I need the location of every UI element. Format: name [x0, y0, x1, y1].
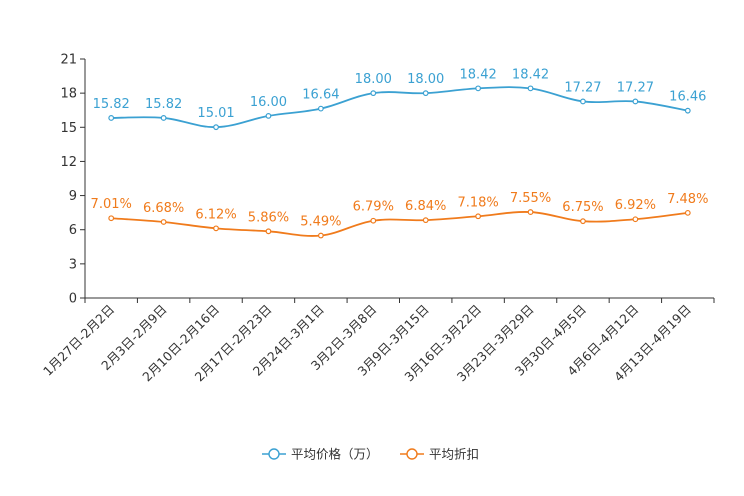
avg-price-point	[632, 98, 639, 105]
avg-discount-point	[580, 218, 586, 225]
avg-price-point	[317, 105, 324, 112]
avg-discount-point	[632, 216, 639, 223]
avg-discount-point	[370, 217, 377, 224]
avg-discount-point	[160, 219, 167, 225]
y-tick-label: 15	[60, 121, 77, 136]
y-tick-label: 18	[60, 87, 77, 102]
avg-discount-data-label: 6.79%	[353, 200, 394, 215]
avg-discount-point	[684, 209, 691, 216]
avg-discount-data-label: 7.01%	[91, 197, 132, 212]
avg-discount-point	[213, 225, 219, 232]
avg-discount-point	[422, 217, 429, 224]
avg-price-point	[160, 115, 167, 121]
legend-label: 平均价格（万）	[291, 447, 379, 462]
avg-discount-point	[317, 232, 324, 239]
legend-marker-icon	[406, 448, 418, 460]
avg-price-point	[580, 98, 586, 105]
avg-discount-data-label: 7.48%	[667, 192, 708, 207]
avg-discount-data-label: 6.92%	[615, 198, 656, 213]
avg-price-data-label: 15.01	[197, 106, 234, 121]
y-tick-label: 6	[69, 223, 77, 238]
avg-discount-data-label: 6.12%	[195, 207, 236, 222]
avg-price-data-label: 18.42	[460, 67, 497, 82]
legend[interactable]: 平均价格（万） 平均折扣	[262, 447, 479, 462]
avg-price-data-label: 15.82	[93, 97, 130, 112]
avg-discount-data-label: 5.86%	[248, 210, 289, 225]
avg-discount-data-label: 6.68%	[143, 201, 184, 216]
avg-price-data-label: 15.82	[145, 97, 182, 112]
avg-price-data-label: 16.00	[250, 95, 287, 110]
avg-discount-point	[265, 228, 272, 235]
avg-discount-line	[111, 211, 688, 237]
y-tick-label: 3	[69, 257, 77, 272]
avg-price-point	[527, 85, 534, 92]
avg-discount-point	[527, 209, 534, 215]
avg-discount-data-label: 5.49%	[300, 215, 341, 230]
legend-marker-icon	[268, 448, 280, 460]
avg-discount-data-label: 6.75%	[562, 200, 603, 215]
series-avg-price: 15.82 15.82 15.01 16.00 16.64 18.00 18.00 18.42…	[93, 67, 706, 131]
avg-discount-data-label: 7.55%	[510, 191, 551, 206]
y-tick-label: 21	[60, 53, 77, 68]
avg-discount-point	[108, 215, 115, 222]
series-avg-discount: 7.01% 6.68% 6.12% 5.86% 5.49% 6.79% 6.84% 7.18%…	[91, 191, 708, 239]
avg-price-point	[422, 90, 429, 97]
legend-item-avg-price[interactable]: 平均价格（万）	[262, 447, 379, 462]
avg-discount-data-label: 6.84%	[405, 199, 446, 214]
legend-label: 平均折扣	[429, 447, 479, 462]
avg-discount-data-label: 7.18%	[457, 195, 498, 210]
avg-price-data-label: 18.42	[512, 67, 549, 82]
series-layer: 15.82 15.82 15.01 16.00 16.64 18.00 18.00 18.42…	[91, 67, 708, 239]
legend-item-avg-discount[interactable]: 平均折扣	[400, 447, 479, 462]
y-tick-label: 9	[69, 189, 77, 204]
avg-price-data-label: 17.27	[617, 80, 654, 95]
avg-price-point	[684, 107, 691, 114]
y-tick-label: 12	[60, 155, 77, 170]
avg-discount-point	[475, 213, 482, 220]
avg-price-data-label: 16.46	[669, 90, 706, 105]
avg-price-data-label: 18.00	[355, 72, 392, 87]
avg-price-point	[108, 115, 115, 121]
avg-price-data-label: 16.64	[302, 88, 339, 103]
avg-price-point	[213, 124, 219, 131]
avg-price-point	[475, 85, 482, 92]
avg-price-data-label: 17.27	[564, 80, 601, 95]
y-tick-label: 0	[69, 292, 77, 307]
avg-price-point	[265, 113, 272, 119]
avg-price-point	[370, 90, 377, 97]
avg-price-data-label: 18.00	[407, 72, 444, 87]
avg-price-line	[111, 86, 688, 129]
